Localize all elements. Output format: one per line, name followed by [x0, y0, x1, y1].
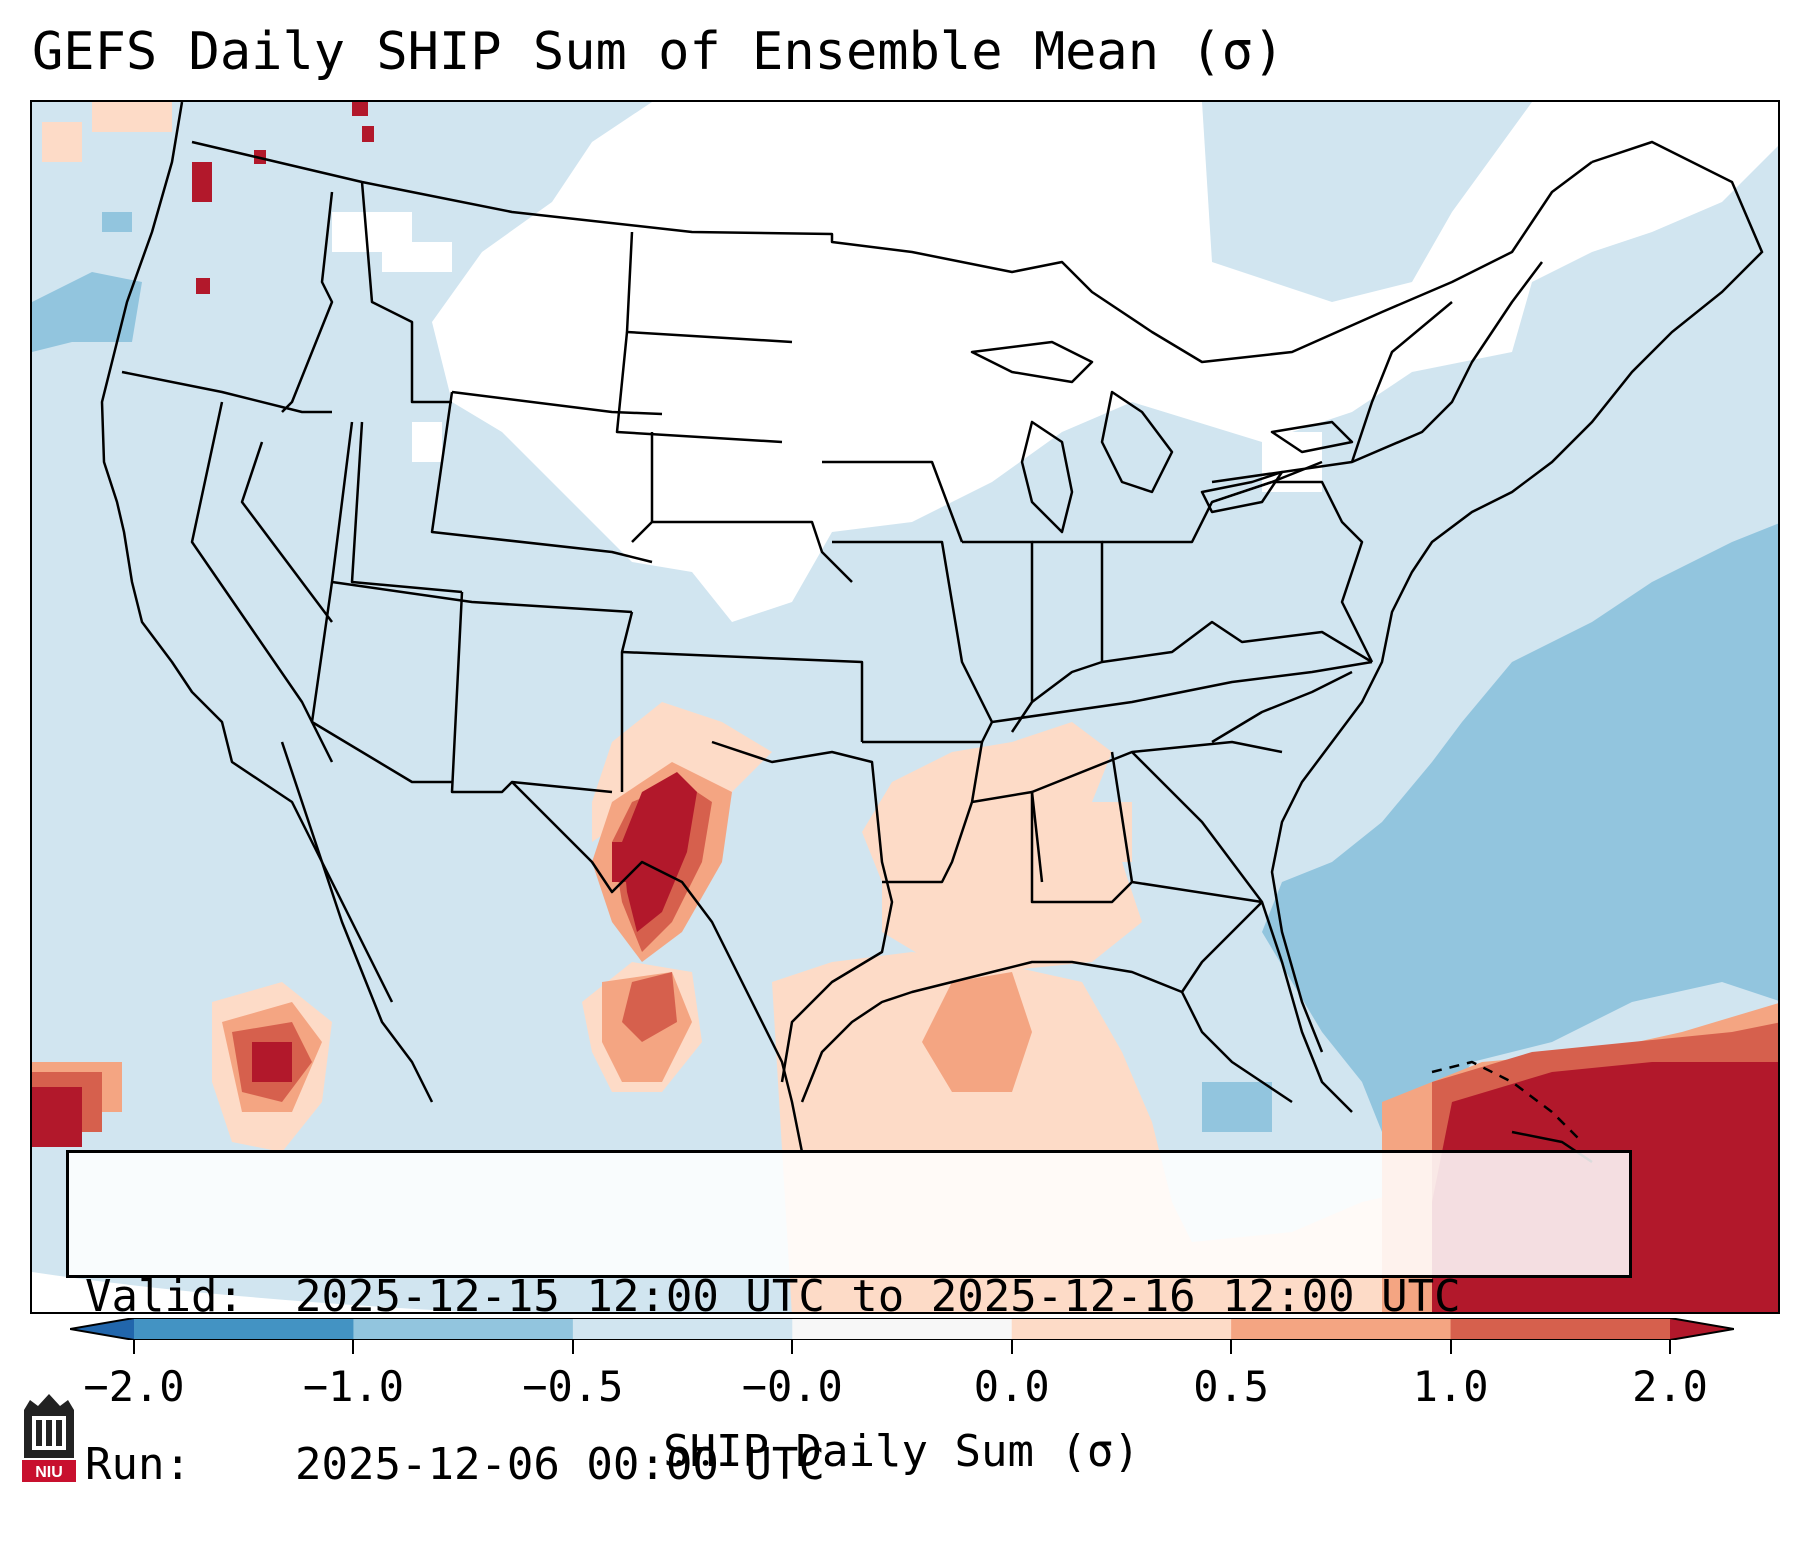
colorbar-label: SHIP Daily Sum (σ) — [663, 1426, 1140, 1477]
run-row: Run: 2025-12-06 00:00 UTC — [85, 1437, 1629, 1493]
run-label: Run: — [85, 1439, 191, 1490]
valid-value: 2025-12-15 12:00 UTC to 2025-12-16 12:00… — [295, 1271, 1461, 1322]
university-logo: NIU — [22, 1394, 76, 1482]
colorbar-tick-label: −0.0 — [741, 1362, 843, 1411]
colorbar-bin — [1011, 1318, 1232, 1340]
colorbar-tick — [791, 1340, 794, 1354]
colorbar-tick-label: 1.0 — [1412, 1362, 1489, 1411]
colorbar-tick-label: −2.0 — [83, 1362, 185, 1411]
colorbar-bin — [572, 1318, 793, 1340]
map-canvas — [32, 102, 1778, 1312]
colorbar-tick-label: 2.0 — [1632, 1362, 1708, 1411]
colorbar-tick-label: −0.5 — [522, 1362, 624, 1411]
colorbar-tick — [1669, 1340, 1671, 1354]
negative-anomaly-areas — [32, 212, 1778, 1142]
colorbar-tick-label: 0.0 — [973, 1362, 1050, 1411]
colorbar-tick — [1010, 1340, 1013, 1354]
colorbar-tick-label: 0.5 — [1193, 1362, 1270, 1411]
colorbar-extend-high — [1670, 1318, 1734, 1340]
colorbar-tick — [1449, 1340, 1452, 1354]
valid-run-info-box: Valid: 2025-12-15 12:00 UTC to 2025-12-16… — [66, 1150, 1632, 1490]
colorbar-tick-label: −1.0 — [302, 1362, 404, 1411]
colorbar — [70, 1318, 1734, 1340]
colorbar-tick — [571, 1340, 574, 1354]
colorbar-bin — [792, 1318, 1013, 1340]
east-coastline — [1270, 140, 1764, 1053]
valid-row: Valid: 2025-12-15 12:00 UTC to 2025-12-16… — [85, 1269, 1629, 1325]
run-value: 2025-12-06 00:00 UTC — [295, 1439, 825, 1490]
colorbar-bin — [1450, 1318, 1671, 1340]
colorbar-bin — [353, 1318, 574, 1340]
state-borders — [100, 102, 1593, 1164]
chart-title: GEFS Daily SHIP Sum of Ensemble Mean (σ) — [32, 22, 1285, 82]
colorbar-tick — [133, 1340, 135, 1354]
logo-text: NIU — [35, 1464, 63, 1481]
colorbar-tick — [352, 1340, 355, 1354]
valid-label: Valid: — [85, 1271, 244, 1322]
colorbar-tick — [1230, 1340, 1233, 1354]
map-panel — [30, 100, 1780, 1314]
colorbar-extend-low — [70, 1318, 134, 1340]
colorbar-bin — [1231, 1318, 1452, 1340]
out-of-domain — [32, 1272, 470, 1312]
colorbar-bin — [134, 1318, 354, 1340]
